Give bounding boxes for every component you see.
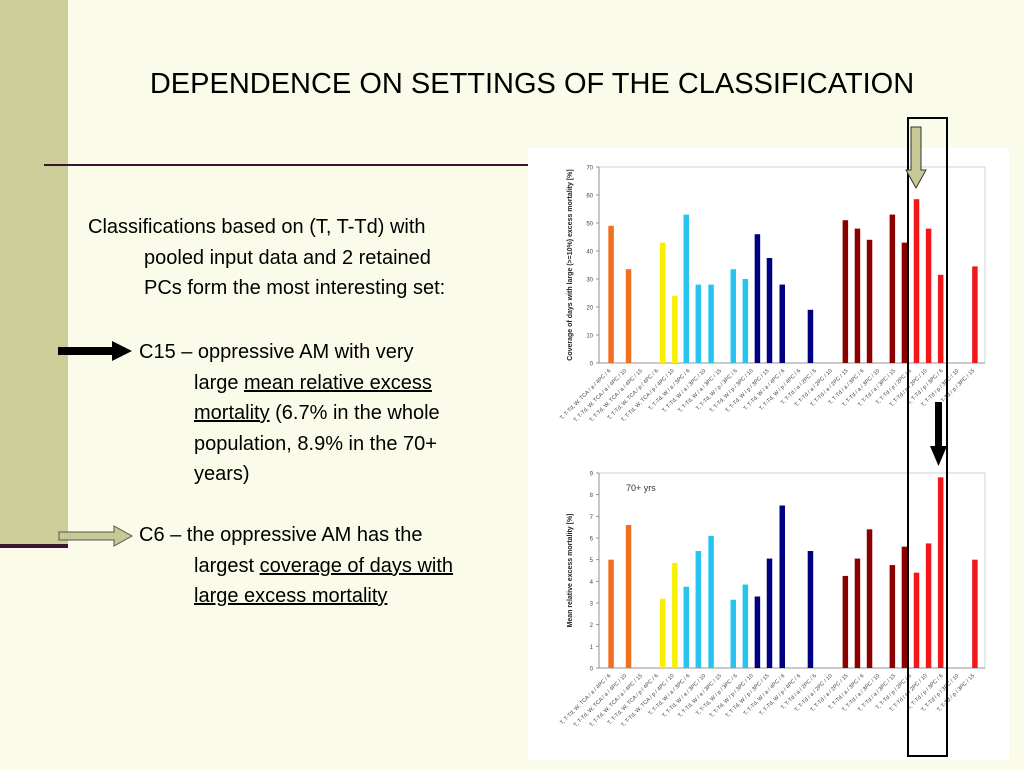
- bar: [608, 559, 614, 668]
- bar: [937, 477, 944, 668]
- y-tick-label: 5: [590, 558, 594, 564]
- y-tick-label: 0: [590, 667, 594, 673]
- bar: [889, 214, 896, 363]
- bar: [683, 586, 690, 668]
- bar: [683, 214, 690, 363]
- outline-arrow-icon: [58, 525, 134, 547]
- bar: [754, 596, 761, 668]
- bar: [866, 239, 873, 363]
- bar: [754, 234, 761, 363]
- y-tick-label: 0: [590, 362, 594, 368]
- outline-down-arrow-icon: [905, 126, 927, 190]
- bar: [730, 599, 736, 668]
- y-tick-label: 50: [586, 222, 593, 228]
- y-axis-label: Coverage of days with large (>=10%) exce…: [567, 169, 574, 360]
- c15-underlined-term: mean relative excess: [244, 372, 432, 394]
- bar: [913, 199, 920, 363]
- c6-underlined-term-2: large excess mortality: [194, 585, 388, 607]
- bar: [766, 258, 773, 363]
- bar: [730, 269, 736, 363]
- c6-line-2-prefix: largest: [194, 555, 260, 577]
- y-tick-label: 1: [590, 645, 594, 651]
- intro-line-2: pooled input data and 2 retained: [144, 247, 431, 269]
- c15-line-2: large mean relative excess: [194, 368, 432, 399]
- chart-1: 0 10 20 30 40 50 60 70 Coverage of days with lar…: [559, 166, 986, 424]
- bar: [625, 269, 632, 363]
- sidebar-rule: [0, 544, 68, 548]
- c15-line-3: mortality (6.7% in the whole: [194, 398, 440, 429]
- bar: [937, 274, 944, 363]
- bar: [766, 558, 773, 668]
- bar: [854, 228, 861, 363]
- chart-2: 0 1 2 3 4 5 6 7 8 9 Mean relative excess mortality…: [559, 472, 986, 729]
- bar: [695, 551, 702, 668]
- bar: [660, 598, 666, 668]
- bar: [807, 309, 814, 363]
- y-tick-label: 20: [586, 306, 593, 312]
- bar: [842, 220, 849, 363]
- chart-panel: 0 10 20 30 40 50 60 70 Coverage of days with lar…: [528, 148, 1009, 760]
- bar: [842, 575, 849, 668]
- c15-underlined-term-2: mortality: [194, 402, 270, 424]
- bar: [972, 266, 978, 363]
- black-down-arrow-icon: [930, 402, 947, 466]
- sidebar-decoration: [0, 0, 68, 545]
- y-tick-label: 40: [586, 250, 593, 256]
- slide-title: DEPENDENCE ON SETTINGS OF THE CLASSIFICA…: [149, 68, 915, 100]
- c6-line-3: large excess mortality: [194, 581, 387, 612]
- c6-line-1: C6 – the oppressive AM has the: [139, 524, 423, 546]
- bar: [901, 242, 908, 363]
- y-tick-label: 3: [590, 602, 594, 608]
- bar: [972, 559, 978, 668]
- bar: [695, 284, 702, 363]
- y-tick-label: 8: [590, 493, 594, 499]
- intro-line-3: PCs form the most interesting set:: [144, 277, 446, 299]
- y-tick-label: 7: [590, 515, 594, 521]
- c15-line-1: C15 – oppressive AM with very: [139, 341, 414, 363]
- bar: [672, 562, 678, 668]
- bar: [901, 546, 908, 668]
- highlight-overlay: [905, 117, 948, 757]
- bar: [866, 529, 873, 668]
- bar: [708, 535, 714, 668]
- y-tick-label: 70: [586, 166, 593, 172]
- c15-line-4: population, 8.9% in the 70+: [194, 433, 437, 455]
- bar: [854, 558, 861, 668]
- y-tick-label: 6: [590, 537, 594, 543]
- title-divider: [44, 164, 534, 166]
- bar: [625, 525, 632, 668]
- y-tick-label: 60: [586, 194, 593, 200]
- bar: [708, 284, 714, 363]
- bar: [742, 584, 749, 668]
- c6-underlined-term: coverage of days with: [259, 555, 454, 577]
- y-tick-label: 10: [586, 334, 593, 340]
- c6-line-2: largest coverage of days with: [194, 551, 453, 582]
- bar: [660, 242, 666, 363]
- y-tick-label: 30: [586, 278, 593, 284]
- bar: [779, 284, 786, 363]
- intro-line-1: Classifications based on (T, T-Td) with: [88, 216, 426, 238]
- bar: [925, 228, 932, 363]
- bar: [889, 565, 896, 668]
- c15-line-5: years): [194, 463, 250, 485]
- c15-line-3-suffix: (6.7% in the whole: [269, 402, 440, 424]
- bar: [925, 543, 932, 668]
- bar: [742, 279, 749, 363]
- bar: [779, 505, 786, 668]
- bar: [672, 295, 678, 363]
- y-tick-label: 2: [590, 623, 594, 629]
- black-arrow-icon: [58, 341, 132, 361]
- y-axis-label: Mean relative excess mortality [%]: [567, 514, 574, 628]
- y-tick-label: 4: [590, 580, 594, 586]
- bar: [807, 551, 814, 668]
- bar: [913, 572, 920, 668]
- y-tick-label: 9: [590, 472, 594, 478]
- chart-annotation: 70+ yrs: [626, 483, 656, 493]
- c15-line-2-prefix: large: [194, 372, 245, 394]
- highlight-box: [907, 117, 948, 757]
- bar: [608, 225, 614, 363]
